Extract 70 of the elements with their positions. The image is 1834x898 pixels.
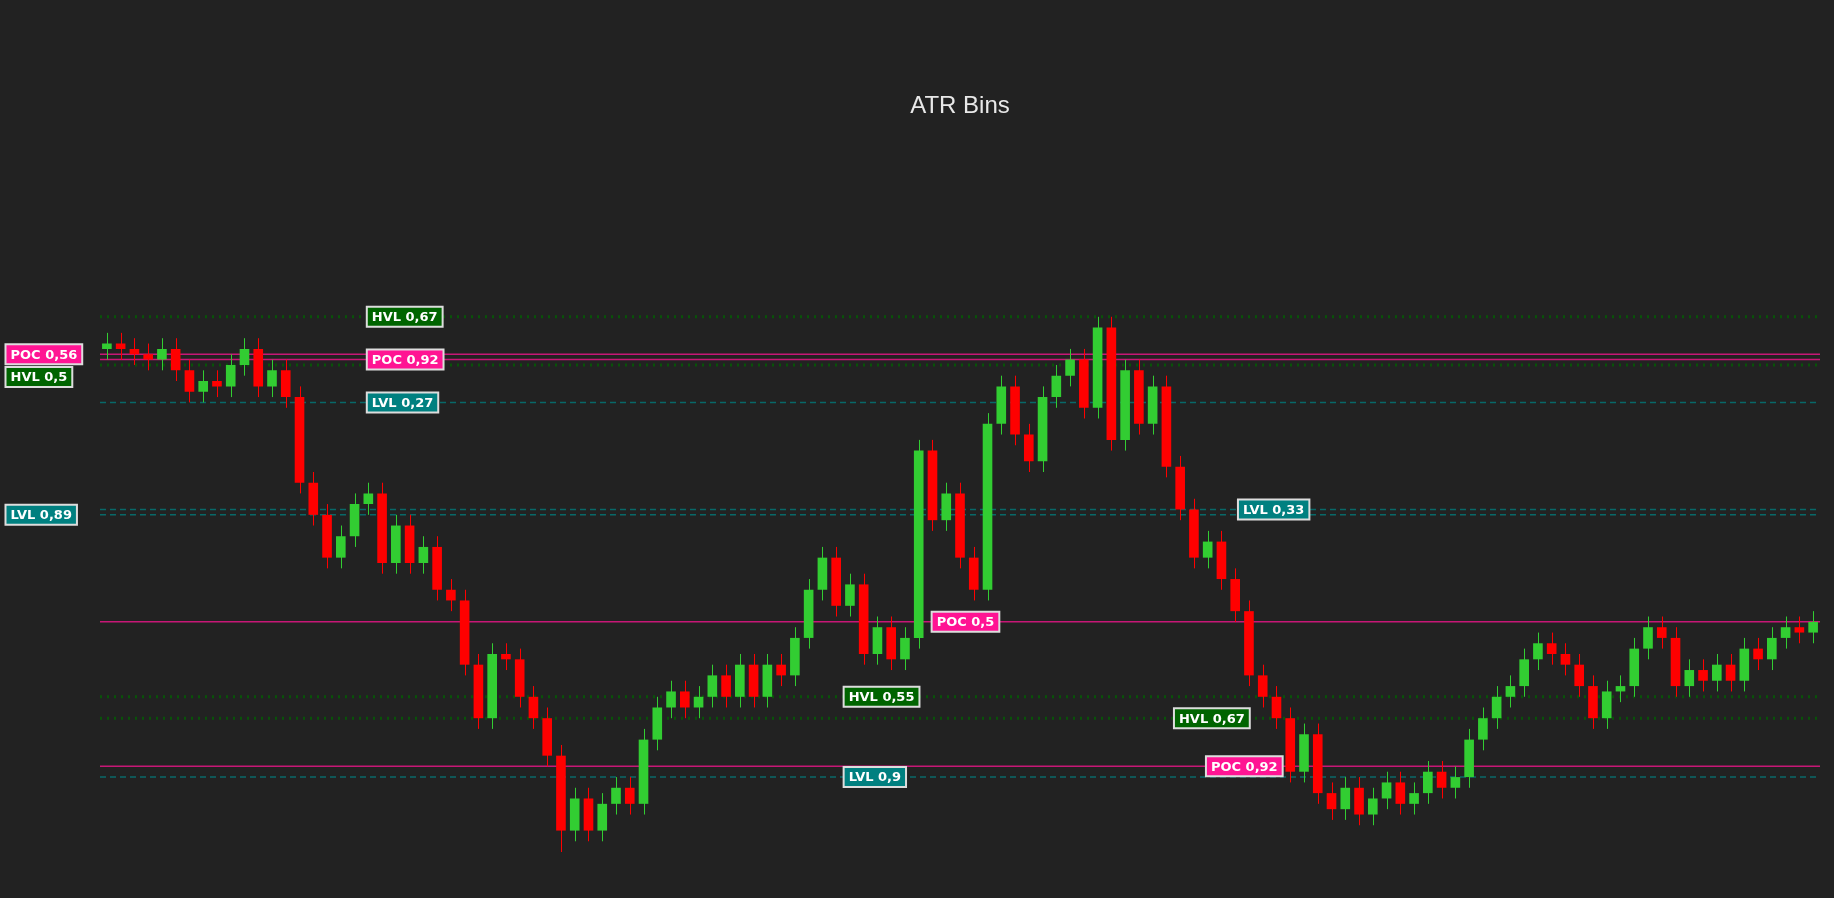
candlestick	[1271, 685, 1282, 730]
ref-line-label: POC 0,56	[10, 346, 78, 362]
candlestick	[1326, 781, 1337, 821]
candlestick	[1409, 781, 1419, 816]
candlestick	[1505, 674, 1516, 708]
candlestick	[1065, 348, 1075, 387]
ref-line-label: HVL 0,5	[10, 369, 68, 385]
candlestick	[776, 653, 786, 687]
candlestick	[170, 337, 181, 382]
candlestick	[707, 664, 718, 708]
candlestick	[1423, 760, 1433, 805]
candlestick	[1546, 632, 1557, 666]
candlestick	[418, 535, 429, 575]
candlestick	[335, 525, 346, 569]
candlestick	[1381, 771, 1392, 810]
candlestick	[1574, 653, 1585, 698]
candlestick	[1491, 685, 1502, 730]
candlestick	[1340, 776, 1351, 821]
candlestick	[1257, 664, 1268, 708]
candlestick	[184, 359, 195, 403]
candlestick	[212, 369, 222, 398]
candlestick	[198, 369, 209, 403]
ref-line-label: LVL 0,33	[1242, 501, 1305, 517]
candlestick	[102, 332, 112, 361]
candlestick	[1780, 616, 1791, 650]
candlestick	[1533, 632, 1543, 671]
candlestick	[1202, 530, 1213, 569]
candlestick	[1698, 658, 1708, 692]
candlestick	[611, 776, 621, 816]
candlestick	[624, 776, 635, 816]
ref-line-label: HVL 0,67	[371, 309, 438, 325]
candlestick	[1450, 765, 1461, 799]
candlestick	[501, 642, 511, 671]
chart-title: ATR Bins	[910, 91, 1010, 119]
candlestick	[157, 337, 167, 371]
ref-line-label: POC 0,5	[936, 614, 995, 630]
candlestick	[267, 359, 277, 398]
ref-line-label: HVL 0,67	[1178, 710, 1245, 726]
ref-line-label: HVL 0,55	[848, 689, 915, 705]
candlestick	[239, 337, 250, 377]
candlestick	[1395, 771, 1406, 816]
candlestick	[1711, 653, 1722, 692]
ref-line-label: POC 0,92	[1210, 758, 1278, 774]
candlestick	[679, 680, 690, 719]
candlestick	[225, 353, 236, 398]
candlestick	[1436, 760, 1447, 799]
candlestick	[1478, 707, 1488, 751]
candlestick	[1725, 653, 1736, 692]
candlestick	[1560, 642, 1571, 676]
candlestick	[900, 626, 910, 671]
candlestick	[1753, 637, 1763, 671]
candlestick	[1767, 626, 1777, 671]
candlestick	[1656, 616, 1667, 650]
candlestick	[363, 482, 374, 516]
candlestick	[143, 343, 153, 371]
candlestick	[1643, 616, 1653, 660]
candlestick	[721, 664, 731, 708]
candlestick	[528, 685, 539, 730]
candlestick	[1684, 658, 1695, 698]
ref-line-label: LVL 0,89	[10, 507, 72, 523]
candlestick	[446, 578, 456, 612]
candlestick	[845, 573, 855, 618]
candlestick	[1794, 616, 1805, 644]
ref-line-label: POC 0,92	[371, 351, 439, 367]
ref-line-label: LVL 0,9	[848, 769, 902, 785]
candlestick	[666, 680, 676, 719]
candlestick	[1051, 364, 1062, 409]
ref-line-label: LVL 0,27	[371, 394, 434, 410]
candlestick	[1367, 787, 1378, 826]
candlestick	[1808, 610, 1818, 644]
